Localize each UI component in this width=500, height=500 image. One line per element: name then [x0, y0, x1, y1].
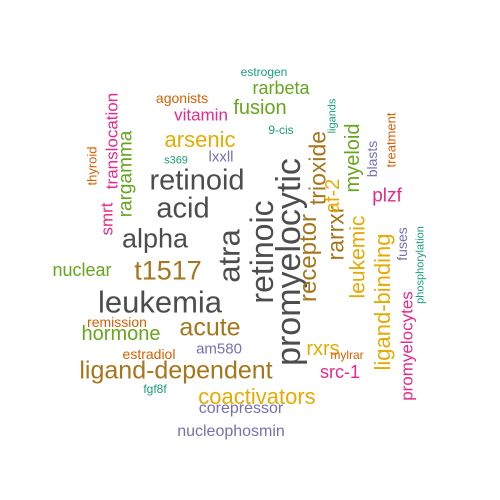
cloud-word: estradiol — [122, 346, 176, 362]
cloud-word: leukemic — [346, 215, 370, 299]
cloud-word: coactivators — [198, 384, 316, 409]
cloud-word: am580 — [196, 340, 242, 358]
cloud-word: translocation — [102, 92, 122, 190]
cloud-word: fusion — [233, 97, 287, 119]
cloud-word: hormone — [81, 323, 161, 345]
cloud-word: agonists — [155, 90, 209, 106]
cloud-word: ligands — [326, 98, 339, 134]
cloud-word: s369 — [164, 154, 188, 167]
cloud-word: myeloid — [342, 123, 364, 193]
cloud-word: rxrs — [306, 338, 340, 360]
cloud-word: fuses — [394, 227, 410, 261]
cloud-word: 9-cis — [268, 123, 294, 137]
cloud-word: acute — [179, 313, 241, 342]
cloud-word: alpha — [121, 223, 189, 254]
cloud-word: t1517 — [134, 255, 202, 286]
cloud-word: blasts — [364, 140, 380, 178]
cloud-word: thyroid — [84, 146, 100, 186]
cloud-word: vitamin — [174, 105, 228, 125]
cloud-word: ligand-binding — [370, 233, 395, 371]
cloud-word: plzf — [372, 185, 402, 207]
cloud-word: nucleophosmin — [177, 423, 285, 440]
cloud-word: af-2 — [322, 178, 344, 214]
cloud-word: lxxll — [208, 148, 234, 166]
cloud-word: mylrar — [330, 348, 364, 362]
cloud-word: arsenic — [164, 127, 236, 152]
cloud-word: acid — [156, 192, 210, 225]
cloud-word: estrogen — [240, 65, 288, 79]
cloud-word: phosphorylation — [414, 226, 427, 304]
cloud-word: retinoid — [149, 164, 245, 197]
cloud-word: retinoic — [244, 200, 280, 304]
cloud-word: nuclear — [52, 260, 112, 280]
cloud-word: remission — [87, 314, 147, 330]
cloud-word: treatment — [383, 112, 399, 168]
cloud-word: atra — [211, 229, 247, 283]
cloud-word: leukemia — [97, 284, 223, 320]
cloud-word: promyelocytes — [397, 291, 417, 401]
cloud-word: smrt — [97, 202, 117, 236]
cloud-word: src-1 — [320, 362, 360, 382]
cloud-word: rarrxr — [322, 205, 349, 261]
cloud-word: fgf8f — [143, 382, 167, 396]
cloud-word: rarbeta — [252, 78, 310, 98]
cloud-word: corepressor — [198, 400, 284, 417]
cloud-word: receptor — [295, 213, 322, 303]
cloud-word: ligand-dependent — [79, 356, 273, 385]
